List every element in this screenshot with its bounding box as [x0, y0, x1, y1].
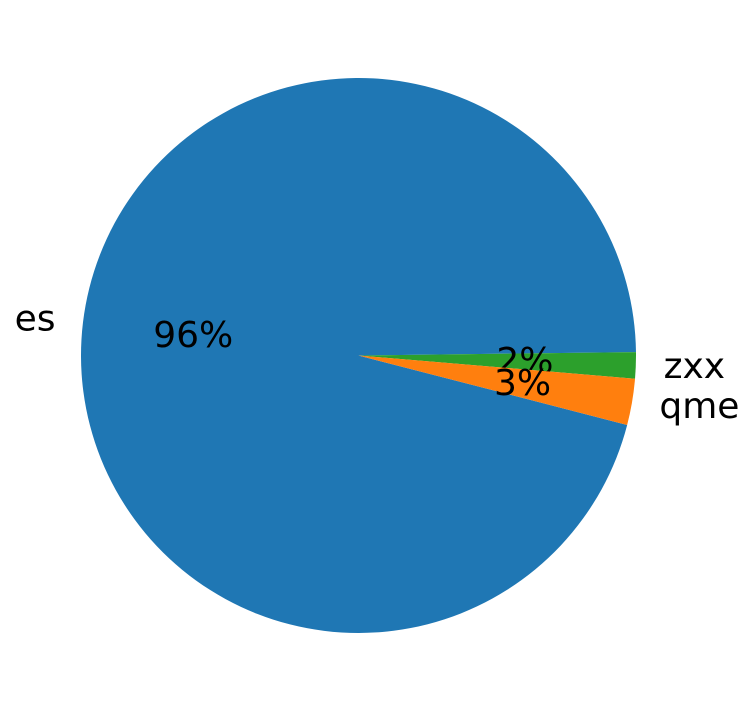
pie-slice-qme [358, 355, 636, 425]
slice-label-es: es [15, 298, 56, 339]
pie-slice-zxx [358, 352, 637, 379]
pie-slice-es [81, 77, 636, 633]
slice-label-qme: qme [659, 386, 739, 427]
slice-pct-es: 96% [153, 315, 233, 356]
slice-label-zxx: zxx [664, 346, 726, 387]
slice-pct-qme: 3% [494, 363, 551, 404]
